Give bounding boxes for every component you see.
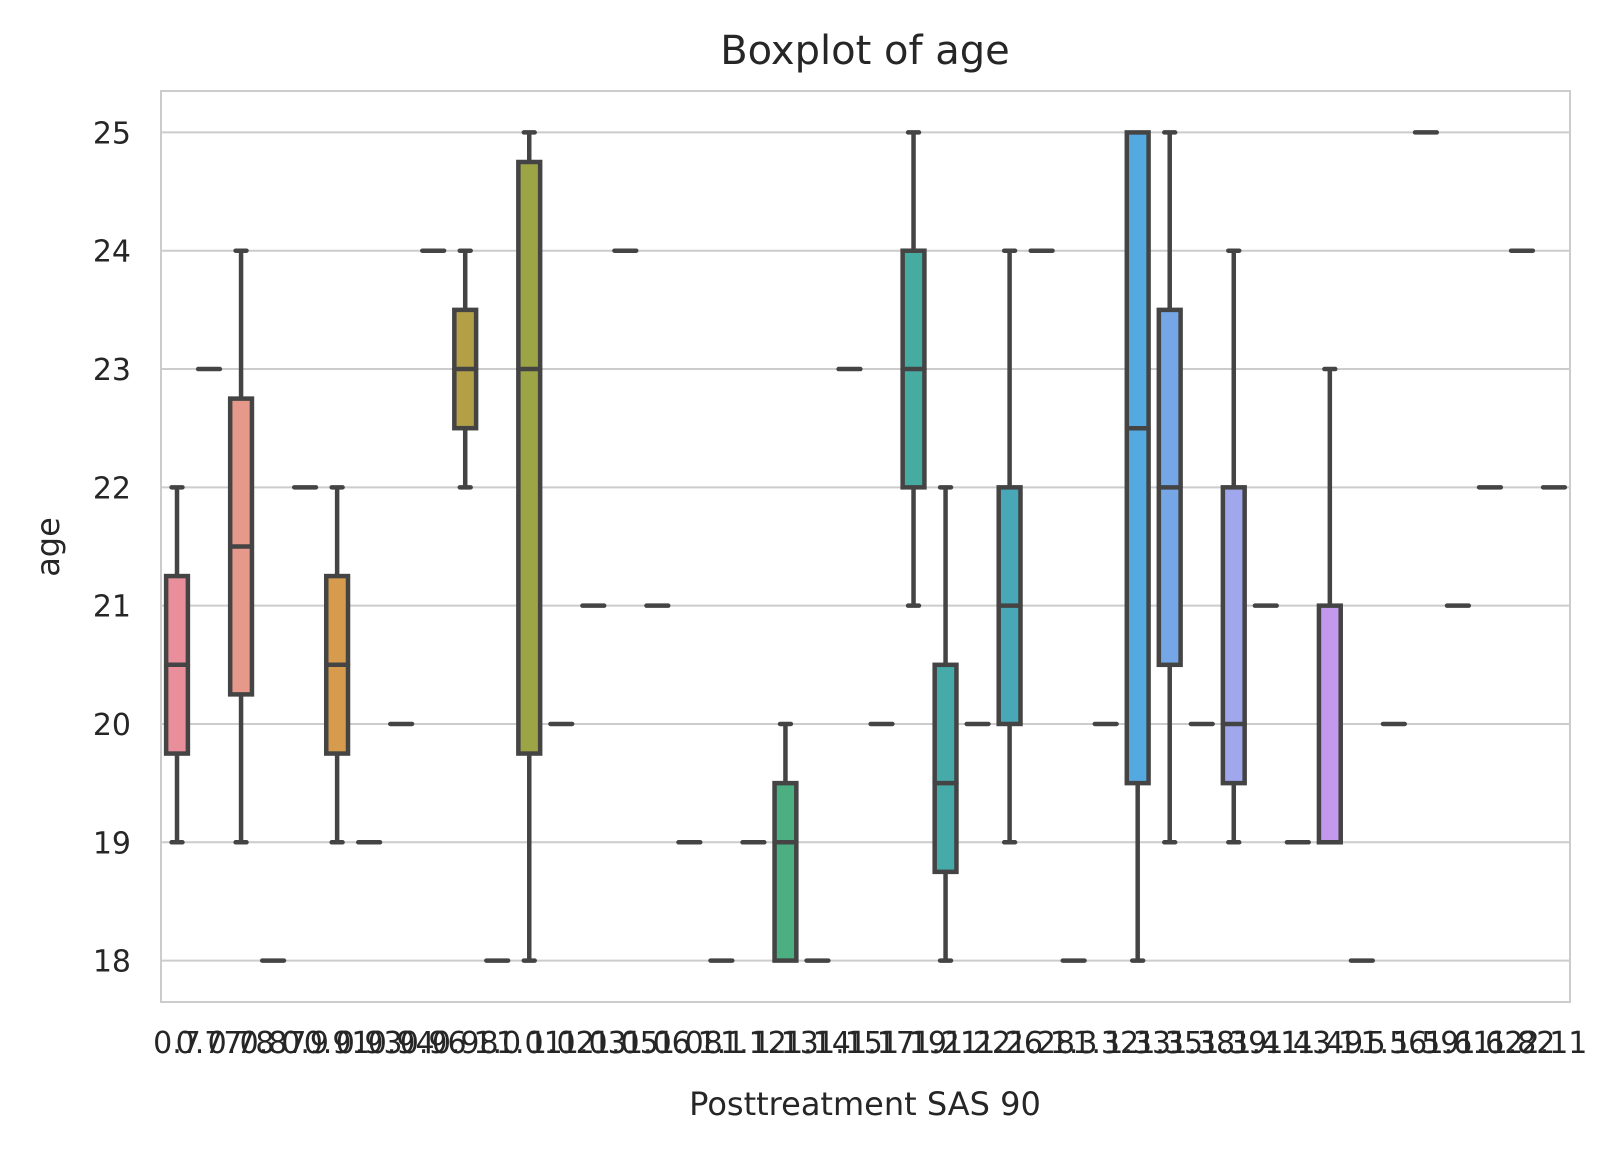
boxplot-group (516, 130, 543, 963)
x-tick-label: 1.28 (1008, 1026, 1075, 1061)
box-iqr (516, 159, 543, 756)
boxplot-group (1220, 248, 1247, 845)
x-tick-label: 1.43 (1264, 1026, 1331, 1061)
x-tick-label: 1.3 (1050, 1026, 1098, 1061)
x-axis-ticks: 0.70.770.780.870.90.910.930.940.960.981.… (153, 1026, 1587, 1061)
boxplot-group (900, 130, 927, 608)
x-tick-label: 1.61 (1425, 1026, 1492, 1061)
x-tick-label: 1.32 (1072, 1026, 1139, 1061)
y-tick-label: 21 (93, 590, 131, 625)
y-tick-label: 25 (93, 116, 131, 151)
x-tick-label: 0.93 (336, 1026, 403, 1061)
boxplot-group (227, 248, 255, 845)
boxplot-group (1124, 130, 1151, 963)
boxplot-group (932, 485, 959, 963)
x-tick-label: 1.82 (1489, 1026, 1556, 1061)
box-iqr (1316, 603, 1343, 845)
chart-title: Boxplot of age (720, 28, 1010, 74)
y-tick-label: 19 (93, 826, 131, 861)
x-tick-label: 1.5 (1338, 1026, 1386, 1061)
x-tick-label: 1.38 (1168, 1026, 1235, 1061)
y-axis-ticks: 18 19 20 21 22 23 24 25 (93, 116, 131, 979)
x-tick-label: 1.12 (720, 1026, 787, 1061)
x-tick-label: 1.06 (624, 1026, 691, 1061)
x-tick-label: 1.05 (592, 1026, 659, 1061)
x-tick-label: 1.49 (1296, 1026, 1363, 1061)
x-tick-label: 0.7 (153, 1026, 201, 1061)
box-series (163, 130, 1568, 963)
x-tick-label: 1.14 (784, 1026, 851, 1061)
x-tick-label: 1.39 (1200, 1026, 1267, 1061)
x-tick-label: 1.03 (560, 1026, 627, 1061)
x-tick-label: 1.17 (848, 1026, 915, 1061)
x-tick-label: 0.91 (304, 1026, 371, 1061)
x-tick-label: 0.87 (240, 1026, 307, 1061)
x-tick-label: 1.62 (1457, 1026, 1524, 1061)
boxplot-group (1156, 130, 1183, 845)
boxplot-group (323, 485, 351, 845)
y-tick-label: 24 (93, 235, 131, 270)
plot-background (161, 91, 1570, 1002)
y-axis-title: age (29, 517, 67, 577)
x-tick-label: 1.13 (752, 1026, 819, 1061)
x-tick-label: 0.78 (208, 1026, 275, 1061)
x-tick-label: 1.1 (698, 1026, 746, 1061)
x-tick-label: 0.94 (368, 1026, 435, 1061)
x-tick-label: 1.56 (1360, 1026, 1427, 1061)
x-tick-label: 1.0 (473, 1026, 521, 1061)
box-iqr (1220, 485, 1247, 786)
boxplot-group (1316, 366, 1343, 845)
box-iqr (932, 662, 959, 875)
x-tick-label: 1.15 (816, 1026, 883, 1061)
x-tick-label: 0.77 (176, 1026, 243, 1061)
x-tick-label: 1.26 (976, 1026, 1043, 1061)
x-tick-label: 1.08 (656, 1026, 723, 1061)
x-axis-title: Posttreatment SAS 90 (689, 1085, 1041, 1123)
x-tick-label: 1.19 (880, 1026, 947, 1061)
x-tick-label: 1.35 (1136, 1026, 1203, 1061)
x-tick-label: 1.22 (944, 1026, 1011, 1061)
boxplot-group (163, 485, 191, 845)
y-tick-label: 23 (93, 353, 131, 388)
x-tick-label: 0.9 (281, 1026, 329, 1061)
x-tick-label: 2.11 (1521, 1026, 1588, 1061)
y-tick-label: 20 (93, 708, 131, 743)
x-tick-label: 1.33 (1104, 1026, 1171, 1061)
box-iqr (1124, 130, 1151, 786)
plot-frame (160, 90, 1571, 1003)
x-tick-label: 1.01 (496, 1026, 563, 1061)
x-tick-label: 1.02 (528, 1026, 595, 1061)
y-tick-label: 18 (93, 945, 131, 980)
y-tick-label: 22 (93, 471, 131, 506)
box-iqr (772, 780, 799, 963)
boxplot-group (996, 248, 1023, 845)
boxplot-group (772, 721, 799, 963)
x-tick-label: 1.21 (912, 1026, 979, 1061)
x-tick-label: 0.96 (400, 1026, 467, 1061)
x-tick-label: 1.41 (1232, 1026, 1299, 1061)
x-tick-label: 1.59 (1392, 1026, 1459, 1061)
x-tick-label: 0.98 (432, 1026, 499, 1061)
boxplot-group (452, 248, 479, 490)
